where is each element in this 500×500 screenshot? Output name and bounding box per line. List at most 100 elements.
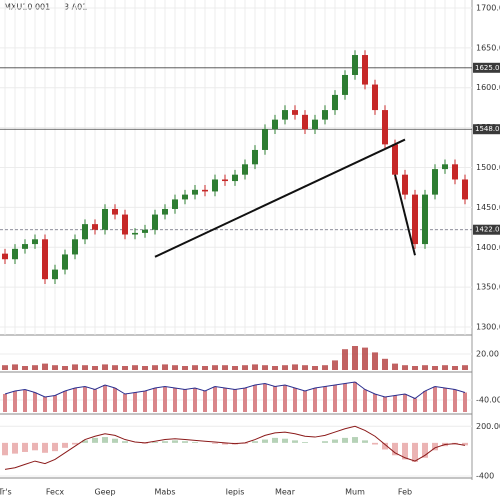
volume-bar xyxy=(142,366,148,370)
price-label-box xyxy=(473,62,500,73)
volume-bar xyxy=(362,347,368,370)
macd-histogram-bar xyxy=(322,441,328,443)
candle-body xyxy=(302,114,308,130)
oscillator-bar xyxy=(373,394,377,412)
candle-body xyxy=(342,74,348,95)
volume-bar xyxy=(402,365,408,370)
macd-histogram-bar xyxy=(122,441,128,443)
volume-bar xyxy=(132,365,138,370)
macd-histogram-bar xyxy=(42,442,48,453)
volume-bar xyxy=(122,366,128,370)
oscillator-bar xyxy=(123,394,127,412)
x-tick-label: Feb xyxy=(398,488,412,497)
candle-body xyxy=(142,229,148,233)
volume-bar xyxy=(252,364,258,370)
volume-bar xyxy=(32,365,38,370)
macd-histogram-bar xyxy=(412,442,418,462)
macd-histogram-bar xyxy=(262,439,268,443)
candle-body xyxy=(112,208,118,215)
macd-histogram-bar xyxy=(332,439,338,443)
y-tick-label: 1300.00 xyxy=(476,323,500,332)
oscillator-bar xyxy=(433,386,437,412)
oscillator-bar xyxy=(223,388,227,412)
volume-bar xyxy=(452,366,458,370)
candle-body xyxy=(72,239,78,255)
volume-bar xyxy=(162,364,168,370)
candle-body xyxy=(372,84,378,111)
oscillator-bar xyxy=(343,383,347,412)
volume-bar xyxy=(392,363,398,370)
macd-histogram-bar xyxy=(52,442,58,452)
volume-bar xyxy=(62,366,68,370)
x-tick-label: Iepis xyxy=(226,488,245,497)
oscillator-bar xyxy=(73,388,77,412)
macd-histogram-bar xyxy=(352,437,358,443)
oscillator-bar xyxy=(163,386,167,412)
oscillator-bar xyxy=(153,388,157,412)
macd-histogram-bar xyxy=(112,438,118,443)
macd-histogram-bar xyxy=(402,442,408,460)
macd-histogram-bar xyxy=(102,437,108,443)
oscillator-bar xyxy=(443,388,447,412)
trendline xyxy=(394,174,416,256)
candle-body xyxy=(432,169,438,195)
volume-bar xyxy=(52,365,58,370)
x-tick-label: Mabs xyxy=(154,488,175,497)
candle-body xyxy=(282,110,288,120)
volume-bar xyxy=(82,365,88,370)
chart-subtitle: 3 A01 xyxy=(64,3,87,12)
oscillator-bar xyxy=(213,386,217,412)
candle-body xyxy=(442,164,448,170)
y-tick-label: 1450.00 xyxy=(476,203,500,212)
oscillator-bar xyxy=(453,389,457,412)
y-tick-label: 1700.00 xyxy=(476,3,500,12)
macd-histogram-bar xyxy=(2,442,8,456)
oscillator-bar xyxy=(313,388,317,412)
y-tick-label: 1600.00 xyxy=(476,83,500,92)
oscillator-bar xyxy=(463,392,467,412)
oscillator-bar xyxy=(243,388,247,412)
candle-body xyxy=(172,199,178,209)
macd-histogram-bar xyxy=(302,442,308,443)
macd-histogram-bar xyxy=(182,441,188,443)
volume-bar xyxy=(422,365,428,370)
candle-body xyxy=(162,208,168,215)
candle-body xyxy=(202,189,208,192)
candle-body xyxy=(182,194,188,200)
oscillator-bar xyxy=(363,389,367,412)
candle-body xyxy=(122,214,128,235)
volume-bar xyxy=(152,365,158,370)
volume-bar xyxy=(192,365,198,370)
volume-bar xyxy=(2,365,8,370)
candle-body xyxy=(242,164,248,175)
price-label: 1548.00 xyxy=(475,125,500,133)
volume-bar xyxy=(262,365,268,370)
y-tick-label: 1350.00 xyxy=(476,283,500,292)
oscillator-bar xyxy=(273,386,277,412)
candle-body xyxy=(2,253,8,260)
candle-body xyxy=(22,244,28,249)
volume-bar xyxy=(102,364,108,370)
oscillator-bar xyxy=(423,391,427,412)
macd-histogram-bar xyxy=(292,440,298,443)
macd-histogram-bar xyxy=(432,442,438,451)
candle-body xyxy=(82,224,88,240)
macd-histogram-bar xyxy=(342,437,348,443)
volume-bar xyxy=(242,365,248,370)
candle-body xyxy=(402,174,408,195)
candle-body xyxy=(42,239,48,280)
macd-histogram-bar xyxy=(62,442,68,448)
candle-body xyxy=(52,269,58,280)
volume-bar xyxy=(442,365,448,370)
oscillator-bar xyxy=(413,398,417,412)
candle-body xyxy=(192,189,198,195)
chart-title: MXU10 001 xyxy=(4,3,50,12)
volume-bar xyxy=(292,364,298,370)
volume-bar xyxy=(202,366,208,370)
y-tick-label: -400 xyxy=(476,472,494,481)
y-tick-label: 200.00 xyxy=(476,422,500,431)
candle-body xyxy=(412,194,418,245)
volume-bar xyxy=(372,352,378,370)
candle-body xyxy=(352,55,358,75)
